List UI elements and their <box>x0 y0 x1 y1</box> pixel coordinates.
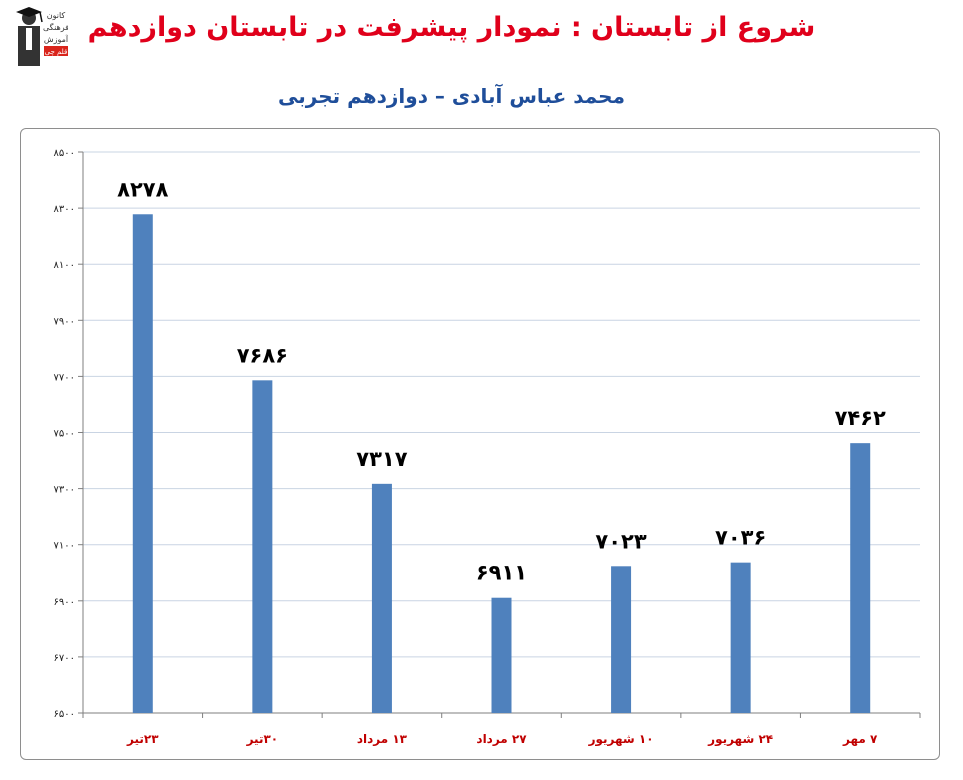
bar <box>850 443 871 713</box>
bar <box>371 483 392 713</box>
bar <box>730 562 751 713</box>
x-tick-label: ۱۳ مرداد <box>357 732 408 746</box>
y-tick-label: ۸۳۰۰ <box>54 204 75 215</box>
bar <box>132 214 153 713</box>
y-tick-label: ۸۱۰۰ <box>54 260 75 271</box>
bar-value-label: ۷۰۲۳ <box>595 529 646 553</box>
bar <box>611 566 632 713</box>
bar <box>252 380 273 713</box>
y-tick-label: ۷۹۰۰ <box>54 316 75 327</box>
logo-text-line: فرهنگی <box>43 22 68 32</box>
x-tick-label: ۱۰ شهریور <box>588 732 654 747</box>
bar-value-label: ۷۴۶۲ <box>835 406 886 430</box>
y-tick-label: ۷۱۰۰ <box>54 541 75 552</box>
bar-value-label: ۷۰۳۶ <box>715 526 766 550</box>
y-tick-label: ۷۷۰۰ <box>54 372 75 383</box>
x-tick-label: ۷ مهر <box>842 732 878 746</box>
bar <box>491 597 512 713</box>
logo-text-line: قلم چی <box>45 48 68 56</box>
page-title: شروع از تابستان : نمودار پیشرفت در تابست… <box>87 12 816 43</box>
x-tick-label: ۲۷ مرداد <box>476 732 527 746</box>
y-tick-label: ۷۵۰۰ <box>54 429 75 440</box>
y-tick-label: ۶۷۰۰ <box>54 653 75 664</box>
y-tick-label: ۸۵۰۰ <box>54 148 75 159</box>
y-tick-label: ۶۹۰۰ <box>54 597 75 608</box>
x-tick-label: ۲۴ شهریور <box>707 732 773 747</box>
x-tick-label: ۲۳تیر <box>126 732 159 746</box>
bar-value-label: ۷۶۸۶ <box>237 343 288 367</box>
y-tick-label: ۷۳۰۰ <box>54 485 75 496</box>
logo-icon: کانون فرهنگی آموزش قلم چی <box>16 7 68 66</box>
bar-value-label: ۸۲۷۸ <box>117 177 168 201</box>
y-tick-label: ۶۵۰۰ <box>54 709 75 720</box>
chart-frame <box>20 128 940 760</box>
logo-text-line: آموزش <box>44 34 68 44</box>
bar-value-label: ۶۹۱۱ <box>476 561 527 585</box>
x-tick-label: ۳۰تیر <box>246 732 279 746</box>
logo-text-line: کانون <box>47 11 66 20</box>
bar-value-label: ۷۳۱۷ <box>356 447 407 471</box>
page-subtitle: محمد عباس آبادی – دوازدهم تجربی <box>278 84 625 108</box>
